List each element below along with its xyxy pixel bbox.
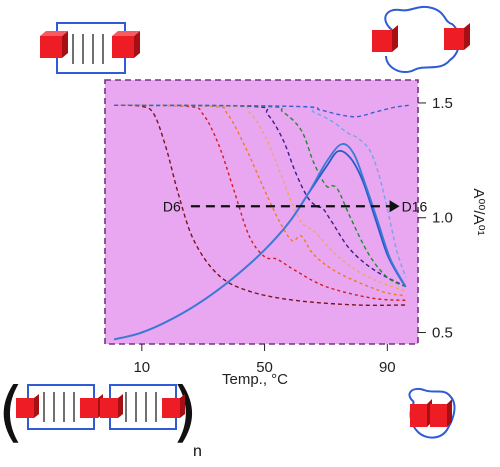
x-tick-label: 10 <box>133 359 150 376</box>
series-line-3 <box>114 104 406 297</box>
collapsed-loop-icon <box>408 388 456 439</box>
arrow-end-label: D16 <box>402 198 428 214</box>
left-parenthesis: ( <box>0 373 24 450</box>
y-axis-ticks: 0.5 1.0 1.5 <box>418 95 453 342</box>
red-block-right-icon <box>112 31 140 58</box>
y-tick-label: 0.5 <box>432 325 453 342</box>
red-block-left-icon <box>40 31 68 58</box>
arrow-start-label: D6 <box>163 198 181 214</box>
x-tick-label: 50 <box>256 359 273 376</box>
series-line-6 <box>114 104 407 288</box>
arrow-head <box>389 200 400 213</box>
plot-area: D6 D16 <box>104 79 428 345</box>
series-layer <box>113 104 409 341</box>
polymer-duplex-chain-icon: ( ) n <box>0 373 202 460</box>
annotation-arrow: D6 D16 <box>163 198 428 214</box>
y-tick-label: 1.0 <box>432 210 453 227</box>
y-axis-label: A⁰⁰/A⁰¹ <box>470 188 487 235</box>
x-axis-ticks: 10 50 90 <box>133 344 396 376</box>
y-tick-label: 1.5 <box>432 95 453 112</box>
series-line-7 <box>114 104 407 278</box>
series-line-8 <box>114 104 409 118</box>
series-line-2 <box>114 104 406 302</box>
duplex-with-red-blocks-icon <box>40 22 140 74</box>
x-tick-label: 90 <box>379 359 396 376</box>
single-strand-loop-icon <box>372 5 470 74</box>
series-line-4 <box>114 104 406 292</box>
x-axis-label: Temp., °C <box>222 371 288 388</box>
series-line-1 <box>114 104 406 307</box>
series-line-10 <box>113 143 407 341</box>
polymer-subscript: n <box>193 443 202 460</box>
